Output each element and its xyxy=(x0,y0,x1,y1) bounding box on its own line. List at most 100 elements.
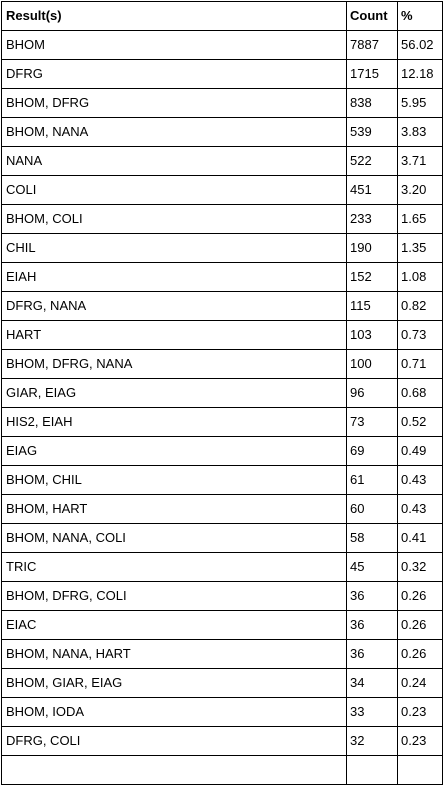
cell-count: 32 xyxy=(346,726,398,756)
cell-count: 1715 xyxy=(346,59,398,89)
cell-result: BHOM, NANA, COLI xyxy=(1,523,347,553)
cell-percent xyxy=(397,755,443,785)
table-row: BHOM, DFRG, NANA 100 0.71 xyxy=(1,349,443,379)
cell-count: 451 xyxy=(346,175,398,205)
table-row: DFRG, COLI 32 0.23 xyxy=(1,726,443,756)
cell-percent: 0.52 xyxy=(397,407,443,437)
table-row: EIAC 36 0.26 xyxy=(1,610,443,640)
table-row: COLI 451 3.20 xyxy=(1,175,443,205)
cell-percent: 0.23 xyxy=(397,697,443,727)
table-row: BHOM, DFRG 838 5.95 xyxy=(1,88,443,118)
table-row: GIAR, EIAG 96 0.68 xyxy=(1,378,443,408)
cell-count: 69 xyxy=(346,436,398,466)
table-body: BHOM 7887 56.02 DFRG 1715 12.18 BHOM, DFRG 838 5… xyxy=(1,30,443,785)
table-row xyxy=(1,755,443,785)
cell-count: 838 xyxy=(346,88,398,118)
table-row: DFRG 1715 12.18 xyxy=(1,59,443,89)
cell-percent: 0.41 xyxy=(397,523,443,553)
cell-percent: 0.24 xyxy=(397,668,443,698)
cell-percent: 0.43 xyxy=(397,494,443,524)
cell-count: 522 xyxy=(346,146,398,176)
cell-result: BHOM, COLI xyxy=(1,204,347,234)
cell-percent: 3.83 xyxy=(397,117,443,147)
cell-percent: 1.65 xyxy=(397,204,443,234)
table-row: BHOM, IODA 33 0.23 xyxy=(1,697,443,727)
cell-count: 152 xyxy=(346,262,398,292)
table-header-row: Result(s) Count % xyxy=(1,1,443,31)
header-count: Count xyxy=(346,1,398,31)
cell-count: 61 xyxy=(346,465,398,495)
cell-result: TRIC xyxy=(1,552,347,582)
table-row: HIS2, EIAH 73 0.52 xyxy=(1,407,443,437)
cell-count: 34 xyxy=(346,668,398,698)
cell-result: GIAR, EIAG xyxy=(1,378,347,408)
cell-count: 115 xyxy=(346,291,398,321)
cell-result: NANA xyxy=(1,146,347,176)
table-row: TRIC 45 0.32 xyxy=(1,552,443,582)
table-row: DFRG, NANA 115 0.82 xyxy=(1,291,443,321)
cell-percent: 3.20 xyxy=(397,175,443,205)
cell-percent: 12.18 xyxy=(397,59,443,89)
cell-percent: 0.68 xyxy=(397,378,443,408)
table-row: EIAH 152 1.08 xyxy=(1,262,443,292)
cell-result: COLI xyxy=(1,175,347,205)
cell-percent: 1.08 xyxy=(397,262,443,292)
cell-result: BHOM xyxy=(1,30,347,60)
table-row: BHOM, COLI 233 1.65 xyxy=(1,204,443,234)
cell-percent: 5.95 xyxy=(397,88,443,118)
cell-result: BHOM, NANA, HART xyxy=(1,639,347,669)
cell-count xyxy=(346,755,398,785)
header-percent: % xyxy=(397,1,443,31)
cell-result: CHIL xyxy=(1,233,347,263)
cell-result: DFRG, NANA xyxy=(1,291,347,321)
table-row: BHOM, GIAR, EIAG 34 0.24 xyxy=(1,668,443,698)
cell-count: 60 xyxy=(346,494,398,524)
cell-result: BHOM, DFRG xyxy=(1,88,347,118)
cell-percent: 0.73 xyxy=(397,320,443,350)
cell-count: 233 xyxy=(346,204,398,234)
cell-percent: 0.23 xyxy=(397,726,443,756)
cell-result: BHOM, DFRG, COLI xyxy=(1,581,347,611)
cell-count: 58 xyxy=(346,523,398,553)
table-row: BHOM, DFRG, COLI 36 0.26 xyxy=(1,581,443,611)
cell-count: 7887 xyxy=(346,30,398,60)
cell-result: EIAC xyxy=(1,610,347,640)
table-row: BHOM, NANA, HART 36 0.26 xyxy=(1,639,443,669)
table-row: NANA 522 3.71 xyxy=(1,146,443,176)
cell-count: 36 xyxy=(346,610,398,640)
table-row: HART 103 0.73 xyxy=(1,320,443,350)
cell-percent: 0.71 xyxy=(397,349,443,379)
cell-count: 96 xyxy=(346,378,398,408)
cell-percent: 3.71 xyxy=(397,146,443,176)
table-row: BHOM 7887 56.02 xyxy=(1,30,443,60)
cell-count: 36 xyxy=(346,639,398,669)
cell-percent: 1.35 xyxy=(397,233,443,263)
cell-result: EIAH xyxy=(1,262,347,292)
cell-result: EIAG xyxy=(1,436,347,466)
table-row: BHOM, NANA, COLI 58 0.41 xyxy=(1,523,443,553)
cell-result: HART xyxy=(1,320,347,350)
cell-count: 73 xyxy=(346,407,398,437)
table-row: BHOM, CHIL 61 0.43 xyxy=(1,465,443,495)
cell-result xyxy=(1,755,347,785)
cell-result: BHOM, NANA xyxy=(1,117,347,147)
cell-result: BHOM, GIAR, EIAG xyxy=(1,668,347,698)
cell-result: BHOM, DFRG, NANA xyxy=(1,349,347,379)
table-row: CHIL 190 1.35 xyxy=(1,233,443,263)
cell-percent: 0.32 xyxy=(397,552,443,582)
cell-result: BHOM, IODA xyxy=(1,697,347,727)
cell-result: DFRG xyxy=(1,59,347,89)
cell-result: BHOM, CHIL xyxy=(1,465,347,495)
cell-count: 45 xyxy=(346,552,398,582)
cell-percent: 0.26 xyxy=(397,610,443,640)
cell-count: 100 xyxy=(346,349,398,379)
cell-count: 33 xyxy=(346,697,398,727)
cell-percent: 0.26 xyxy=(397,639,443,669)
cell-percent: 0.26 xyxy=(397,581,443,611)
cell-result: HIS2, EIAH xyxy=(1,407,347,437)
cell-count: 103 xyxy=(346,320,398,350)
cell-count: 36 xyxy=(346,581,398,611)
cell-count: 190 xyxy=(346,233,398,263)
cell-percent: 56.02 xyxy=(397,30,443,60)
